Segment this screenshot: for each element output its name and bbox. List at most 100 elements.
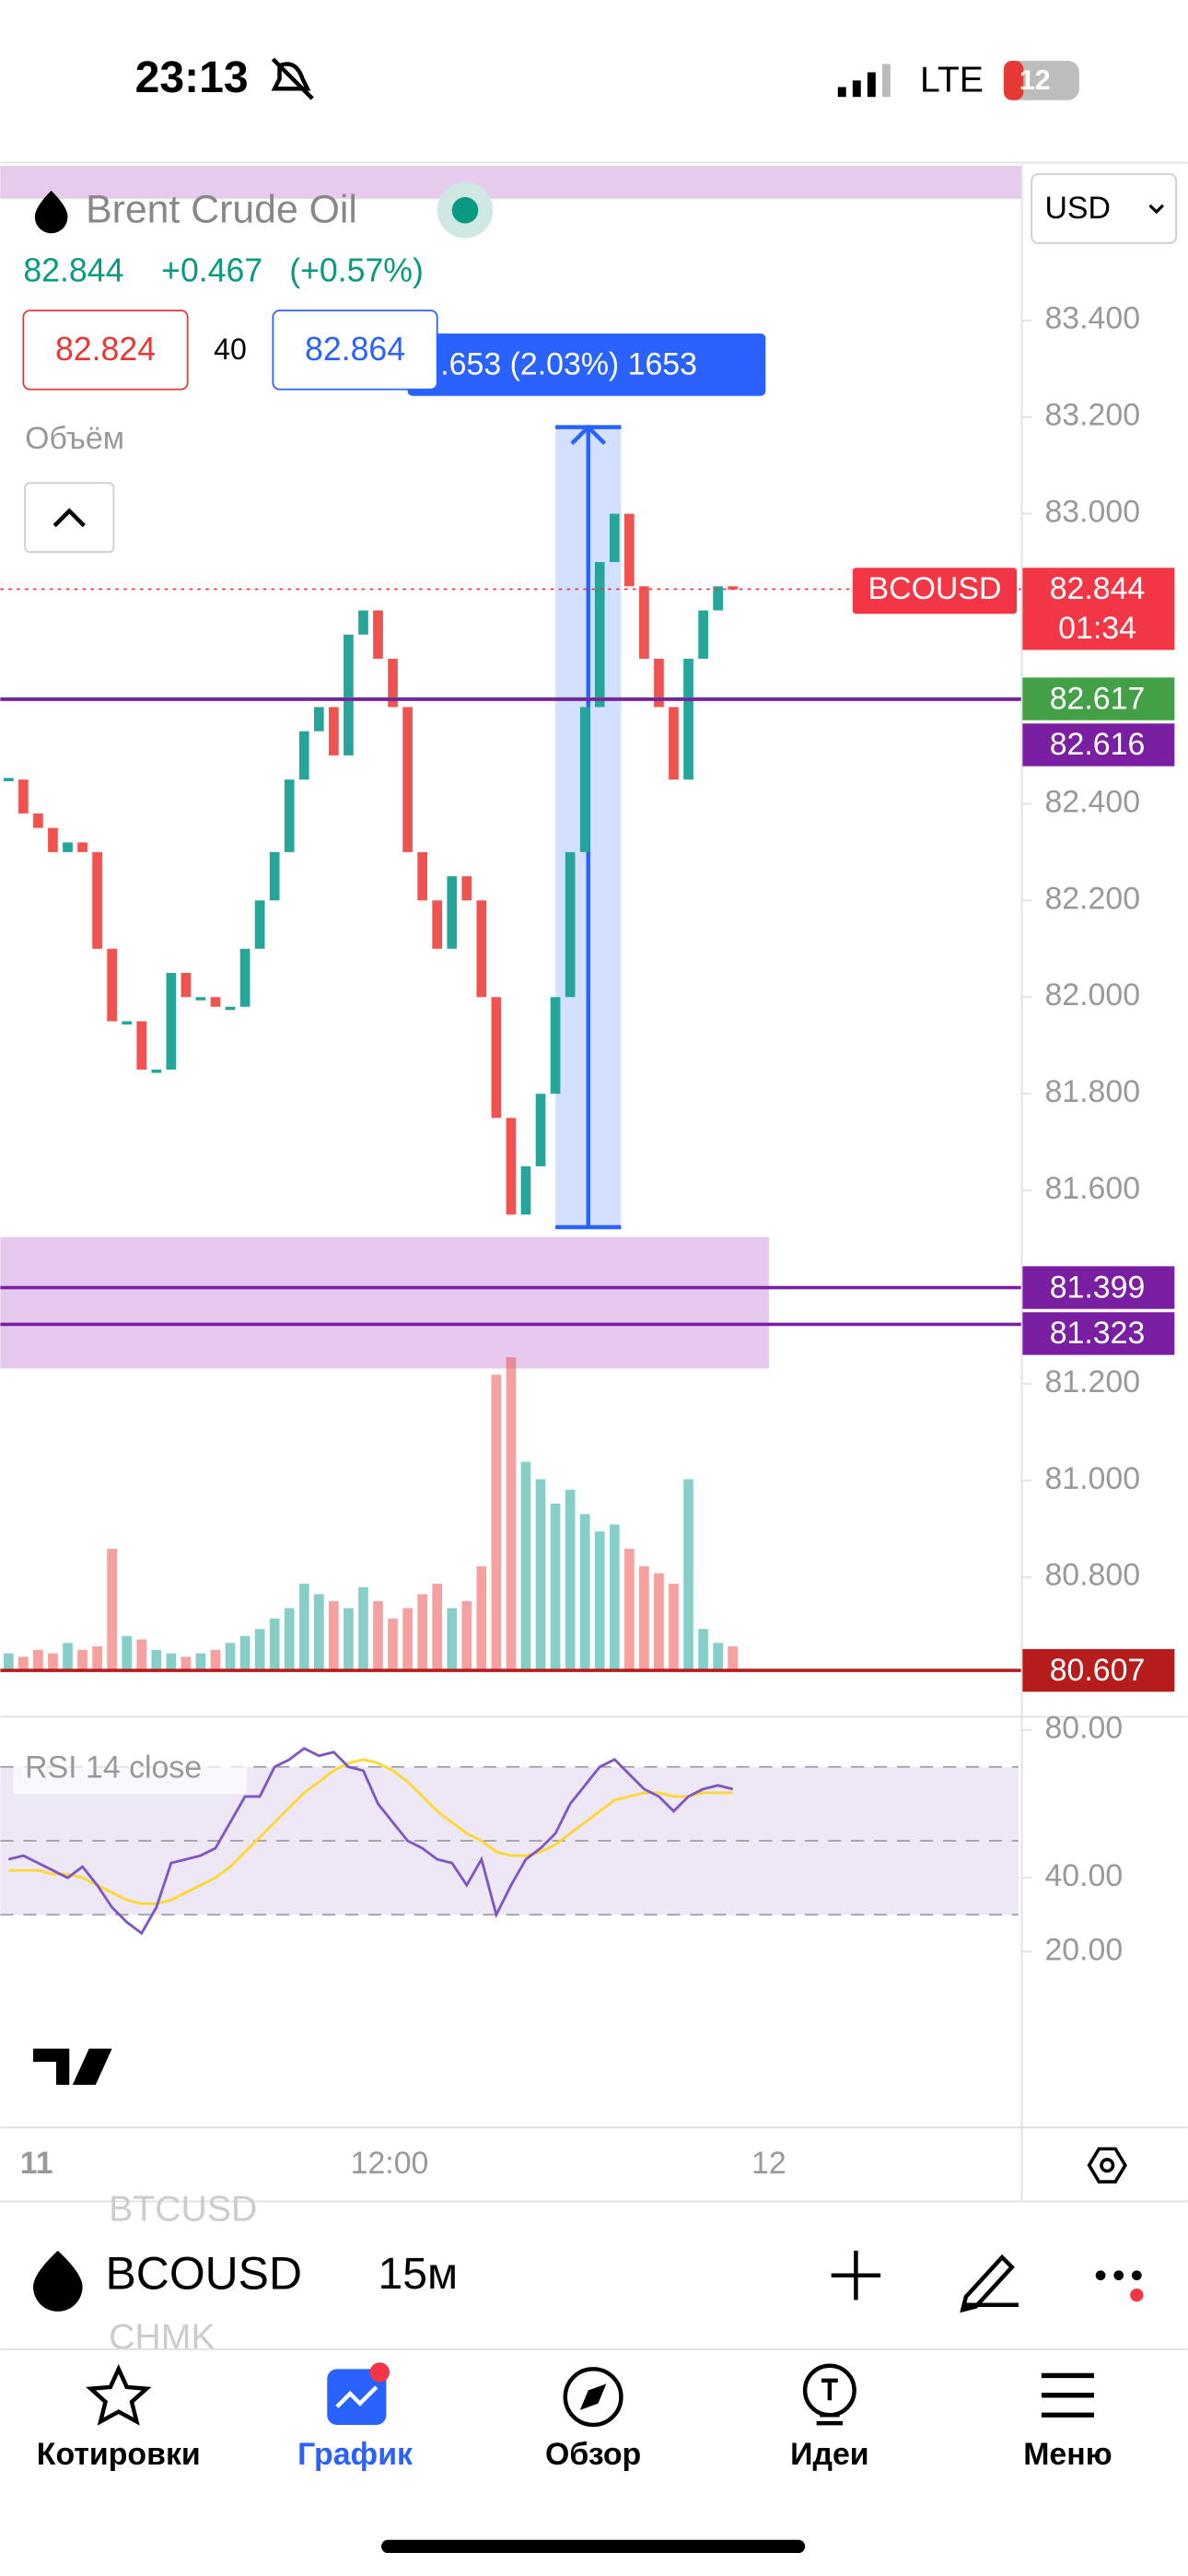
y-tick-label: 81.000: [1044, 1461, 1140, 1496]
nav-label[interactable]: Котировки: [37, 2437, 201, 2472]
candle: [18, 779, 29, 814]
change: +0.467: [161, 252, 262, 288]
toolbar-interval[interactable]: 15м: [379, 2249, 459, 2299]
collapse-button[interactable]: [24, 482, 115, 554]
candle: [298, 731, 309, 780]
candle: [654, 659, 664, 708]
candle: [520, 1165, 531, 1215]
y-tick-label: 83.000: [1044, 495, 1140, 530]
volume-bar: [136, 1639, 147, 1671]
volume-bar: [402, 1608, 413, 1671]
select-arrow: [1148, 204, 1165, 215]
add-button[interactable]: [831, 2250, 881, 2301]
volume-bar: [579, 1514, 590, 1671]
candle: [344, 634, 354, 755]
draw-button[interactable]: [960, 2254, 1019, 2313]
last-symbol: BCOUSD: [868, 571, 1002, 606]
candle: [476, 900, 487, 998]
candle: [728, 586, 739, 590]
ghost-symbol: BTCUSD: [109, 2188, 257, 2229]
candle: [432, 900, 443, 949]
market-dot: [451, 196, 479, 224]
volume-bar: [565, 1489, 576, 1671]
y-tick-label: 82.000: [1044, 978, 1140, 1013]
spread: 40: [214, 333, 247, 366]
countdown: 01:34: [1058, 611, 1136, 646]
volume-bar: [254, 1629, 265, 1671]
ghost-symbol: CHMK: [109, 2317, 215, 2358]
volume-bar: [239, 1635, 250, 1671]
nav-icon-detail: [816, 2378, 844, 2426]
currency-select[interactable]: [1031, 173, 1178, 244]
nav-label[interactable]: Идеи: [790, 2437, 869, 2472]
y-tick-label: 81.200: [1044, 1364, 1140, 1399]
volume-bar: [313, 1594, 324, 1671]
y-tick-label: 82.200: [1044, 881, 1140, 916]
level-label: 82.616: [1050, 727, 1146, 762]
more-button[interactable]: [1095, 2270, 1144, 2302]
volume-bar: [698, 1629, 708, 1671]
candle: [33, 813, 43, 828]
candle: [269, 851, 280, 901]
rsi-ma: [8, 1758, 733, 1905]
sell-button[interactable]: [22, 310, 189, 391]
level-label-bg: [1021, 1648, 1175, 1692]
mute-icon: [271, 57, 314, 100]
nav-icon: [1041, 2372, 1094, 2418]
nav-icon: [563, 2367, 623, 2428]
nav-label[interactable]: График: [297, 2437, 413, 2472]
candle: [329, 707, 339, 755]
status-network: LTE: [920, 60, 984, 100]
candle: [48, 827, 58, 852]
level-label: 82.617: [1050, 681, 1146, 716]
y-tick-label: 83.200: [1044, 398, 1140, 433]
battery-level: [1003, 60, 1024, 100]
candle: [239, 948, 250, 1007]
last-symbol-bg: [852, 568, 1018, 615]
candle: [122, 1021, 133, 1025]
volume-bar: [594, 1531, 605, 1671]
volume-bar: [639, 1566, 649, 1671]
volume-bar: [550, 1504, 561, 1671]
nav-label[interactable]: Обзор: [545, 2437, 641, 2472]
nav-label[interactable]: Меню: [1023, 2437, 1112, 2472]
candle: [358, 610, 368, 635]
candle: [683, 659, 693, 780]
buy-button[interactable]: [272, 310, 438, 391]
volume-bar: [491, 1375, 502, 1671]
rsi-tick-label: 80.00: [1044, 1711, 1123, 1746]
volume-bar: [18, 1657, 29, 1671]
bid: 82.824: [55, 331, 156, 368]
volume-bar: [373, 1600, 383, 1671]
rsi-tick-label: 20.00: [1044, 1932, 1123, 1967]
x-tick-label: 11: [20, 2146, 53, 2181]
candle: [713, 586, 723, 611]
candle: [195, 997, 206, 1001]
volume-bar: [195, 1653, 206, 1671]
rsi-tick-label: 40.00: [1044, 1858, 1123, 1893]
volume-bar: [358, 1587, 368, 1671]
candle: [447, 876, 458, 949]
candle: [181, 973, 192, 998]
currency: USD: [1044, 191, 1111, 226]
volume-bar: [669, 1583, 679, 1671]
candle: [210, 997, 221, 1007]
volume-bar: [713, 1643, 723, 1671]
volume-bar: [417, 1594, 428, 1671]
settings-icon[interactable]: [1087, 2147, 1127, 2184]
volume-bar: [181, 1657, 192, 1671]
level-label: 81.323: [1050, 1316, 1146, 1351]
candle: [402, 707, 413, 852]
level-label: 80.607: [1050, 1653, 1146, 1688]
volume-bar: [683, 1479, 693, 1671]
candle: [107, 948, 117, 1022]
volume-bar: [269, 1618, 280, 1671]
toolbar-symbol[interactable]: BCOUSD: [106, 2248, 303, 2300]
volume-bar: [506, 1357, 517, 1671]
home-indicator: [381, 2539, 806, 2554]
price: 82.844: [23, 252, 123, 288]
candle: [63, 842, 73, 852]
level-label: 81.399: [1050, 1270, 1146, 1305]
volume-bar: [329, 1600, 339, 1671]
